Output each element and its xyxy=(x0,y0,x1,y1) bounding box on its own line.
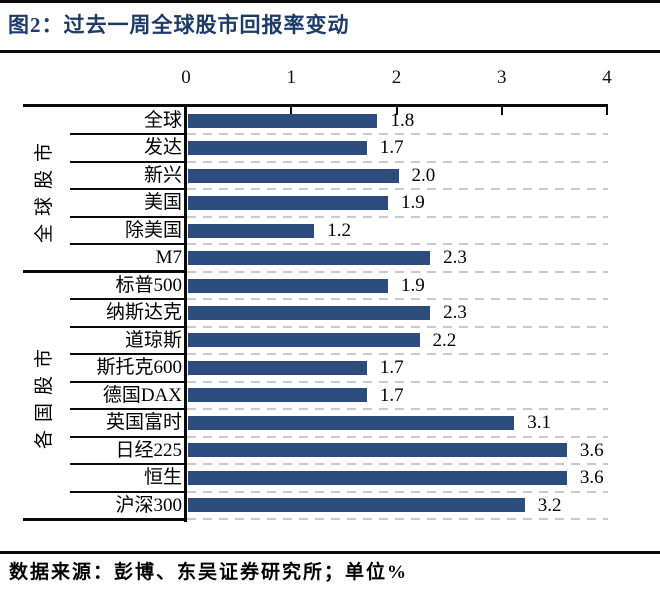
category-separator xyxy=(70,380,186,383)
top-rule xyxy=(0,0,660,3)
row-gridline xyxy=(187,298,608,301)
footer-rule xyxy=(0,551,660,554)
row-gridline xyxy=(187,325,608,328)
bar xyxy=(188,470,567,485)
bar-value-label: 1.2 xyxy=(327,219,352,241)
x-axis-tick xyxy=(290,104,293,115)
bar xyxy=(188,141,367,156)
category-separator xyxy=(70,490,186,493)
bar-value-label: 2.3 xyxy=(443,302,467,324)
bar-value-label: 2.2 xyxy=(432,329,457,351)
category-separator xyxy=(70,243,186,246)
category-separator xyxy=(70,353,186,356)
bar xyxy=(188,168,399,183)
bar-value-label: 3.6 xyxy=(579,467,604,489)
category-label: 标普500 xyxy=(115,274,182,296)
row-gridline xyxy=(187,243,608,246)
group-separator xyxy=(23,517,186,521)
category-label: 全球 xyxy=(143,110,182,131)
bar xyxy=(188,113,378,128)
category-separator xyxy=(70,435,186,438)
y-axis-line xyxy=(184,104,187,522)
bar-value-label: 1.7 xyxy=(379,357,404,379)
category-label: 美国 xyxy=(143,192,182,214)
category-separator xyxy=(70,160,186,163)
row-gridline xyxy=(187,463,608,466)
row-gridline xyxy=(187,133,608,136)
bar-value-label: 1.7 xyxy=(379,137,404,159)
category-separator xyxy=(70,325,186,328)
x-axis-tick-label: 0 xyxy=(181,67,191,88)
row-gridline xyxy=(187,408,608,411)
bar-value-label: 2.3 xyxy=(443,247,467,269)
group-separator xyxy=(23,270,186,274)
bar xyxy=(188,223,315,238)
bar xyxy=(188,196,388,211)
bar-value-label: 3.6 xyxy=(579,439,604,461)
category-label: 沪深300 xyxy=(115,494,182,516)
x-axis-tick-label: 3 xyxy=(497,67,507,88)
row-gridline xyxy=(187,380,608,383)
category-separator xyxy=(70,188,186,191)
source-note: 数据来源：彭博、东吴证券研究所；单位% xyxy=(9,562,409,583)
plot-top-line xyxy=(23,104,607,107)
row-gridline xyxy=(187,188,608,191)
figure-title: 图2：过去一周全球股市回报率变动 xyxy=(8,13,350,37)
bar xyxy=(188,415,515,430)
bar-value-label: 1.7 xyxy=(379,384,404,406)
row-gridline xyxy=(187,160,608,163)
bar-chart: 0 1 2 3 4 全球股市 全球 1.8 发达 1.7 新兴 2.0 美国 1.9 除美国 1.2 M7 2.3… xyxy=(23,67,612,522)
row-gridline xyxy=(187,353,608,356)
bar xyxy=(188,360,367,375)
category-separator xyxy=(70,298,186,301)
x-axis-tick-label: 1 xyxy=(286,67,297,88)
category-label: 英国富时 xyxy=(105,412,182,434)
category-separator xyxy=(70,463,186,466)
bar xyxy=(188,498,525,513)
category-label: 纳斯达克 xyxy=(105,302,182,324)
bar xyxy=(188,388,367,403)
row-gridline xyxy=(187,490,608,493)
category-label: 道琼斯 xyxy=(124,329,182,351)
category-label: 德国DAX xyxy=(102,384,182,406)
category-label: 除美国 xyxy=(124,219,182,241)
category-separator xyxy=(70,408,186,411)
x-axis-tick-label: 4 xyxy=(602,67,612,88)
x-axis-tick-label: 2 xyxy=(391,67,402,88)
bar-value-label: 1.8 xyxy=(390,110,415,131)
category-label: 斯托克600 xyxy=(96,357,182,379)
row-gridline xyxy=(187,215,608,218)
category-separator xyxy=(70,215,186,218)
bar xyxy=(188,278,388,293)
bar-value-label: 1.9 xyxy=(400,192,425,214)
group-label-0: 全球股市 xyxy=(34,135,55,244)
category-label: M7 xyxy=(155,247,182,269)
category-separator xyxy=(70,133,186,136)
x-axis-tick xyxy=(395,104,398,115)
bar xyxy=(188,251,431,266)
bar-value-label: 1.9 xyxy=(400,274,425,296)
row-gridline xyxy=(187,435,608,438)
bar-value-label: 3.1 xyxy=(527,412,552,434)
category-label: 日经225 xyxy=(115,439,182,461)
bar-value-label: 3.2 xyxy=(537,494,562,516)
bar xyxy=(188,333,420,348)
x-axis-tick xyxy=(606,104,608,115)
bar-value-label: 2.0 xyxy=(411,164,436,186)
title-rule xyxy=(0,50,660,53)
row-gridline xyxy=(187,270,608,273)
category-label: 新兴 xyxy=(143,164,182,186)
row-gridline xyxy=(187,518,608,520)
bar xyxy=(188,306,431,320)
category-label: 发达 xyxy=(143,137,182,159)
group-label-1: 各国股市 xyxy=(34,341,55,450)
x-axis-tick xyxy=(500,104,503,115)
bar xyxy=(188,443,567,458)
category-label: 恒生 xyxy=(143,467,182,489)
